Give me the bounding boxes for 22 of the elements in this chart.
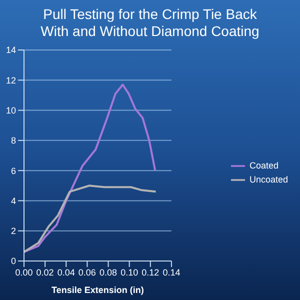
y-tick-label: 10 xyxy=(6,105,16,116)
y-tick-label: 0 xyxy=(10,256,16,266)
y-tick-label: 12 xyxy=(6,75,16,86)
legend-label: Coated xyxy=(249,160,278,170)
x-tick-label: 0.14 xyxy=(162,267,180,278)
y-tick-label: 6 xyxy=(10,166,16,176)
y-tick-label: 2 xyxy=(10,226,16,236)
line-series xyxy=(24,84,156,253)
x-axis-title: Tensile Extension (in) xyxy=(52,285,144,295)
y-tick-label: 4 xyxy=(10,196,16,206)
x-tick-label: 0.04 xyxy=(57,267,75,278)
x-tick-label: 0.00 xyxy=(15,267,33,278)
legend-label: Uncoated xyxy=(249,174,288,184)
line-series xyxy=(24,184,157,253)
chart-title: Pull Testing for the Crimp Tie Back With and Without Diamond Coating xyxy=(40,6,260,40)
y-tick-label: 14 xyxy=(6,45,16,56)
x-tick-label: 0.08 xyxy=(100,267,118,278)
x-tick-label: 0.02 xyxy=(36,267,54,278)
x-tick-label: 0.12 xyxy=(142,267,160,278)
y-tick-label: 8 xyxy=(10,136,16,146)
x-tick-label: 0.06 xyxy=(78,267,96,278)
x-tick-label: 0.10 xyxy=(120,267,138,278)
